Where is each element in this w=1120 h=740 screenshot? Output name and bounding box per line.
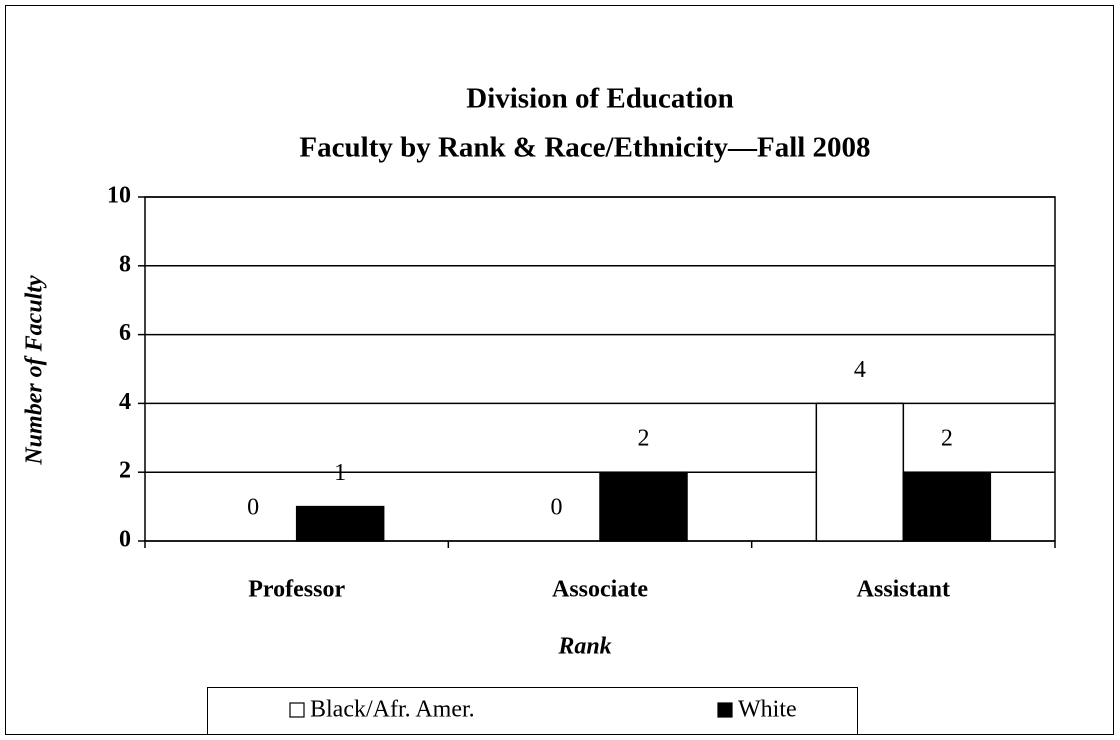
y-tick-label: 10 [107,183,131,209]
y-tick-label: 2 [119,458,131,484]
legend-label: Black/Afr. Amer. [310,697,475,723]
chart-title: Division of Education [466,83,734,115]
legend-swatch [289,702,305,718]
bar [902,471,992,542]
bar [599,471,688,542]
bar [295,505,385,542]
x-tick-label: Associate [552,577,648,603]
x-tick-label: Assistant [857,577,950,603]
value-label: 2 [941,426,953,452]
x-axis-label: Rank [557,634,611,660]
value-label: 0 [247,495,259,521]
value-label: 4 [854,357,866,383]
y-tick-label: 8 [119,251,131,277]
legend-swatch [717,702,733,718]
legend-box [207,687,858,735]
y-tick-label: 0 [119,527,131,553]
chart-subtitle: Faculty by Rank & Race/Ethnicity—Fall 20… [299,132,870,164]
value-label: 2 [638,426,650,452]
legend-label: White [738,697,797,723]
y-tick-label: 6 [119,320,131,346]
bar [815,402,905,542]
value-label: 0 [551,495,563,521]
x-tick-label: Professor [248,577,345,603]
y-axis-label: Number of Faculty [22,275,48,466]
y-tick-label: 4 [119,389,131,415]
value-label: 1 [334,460,346,486]
